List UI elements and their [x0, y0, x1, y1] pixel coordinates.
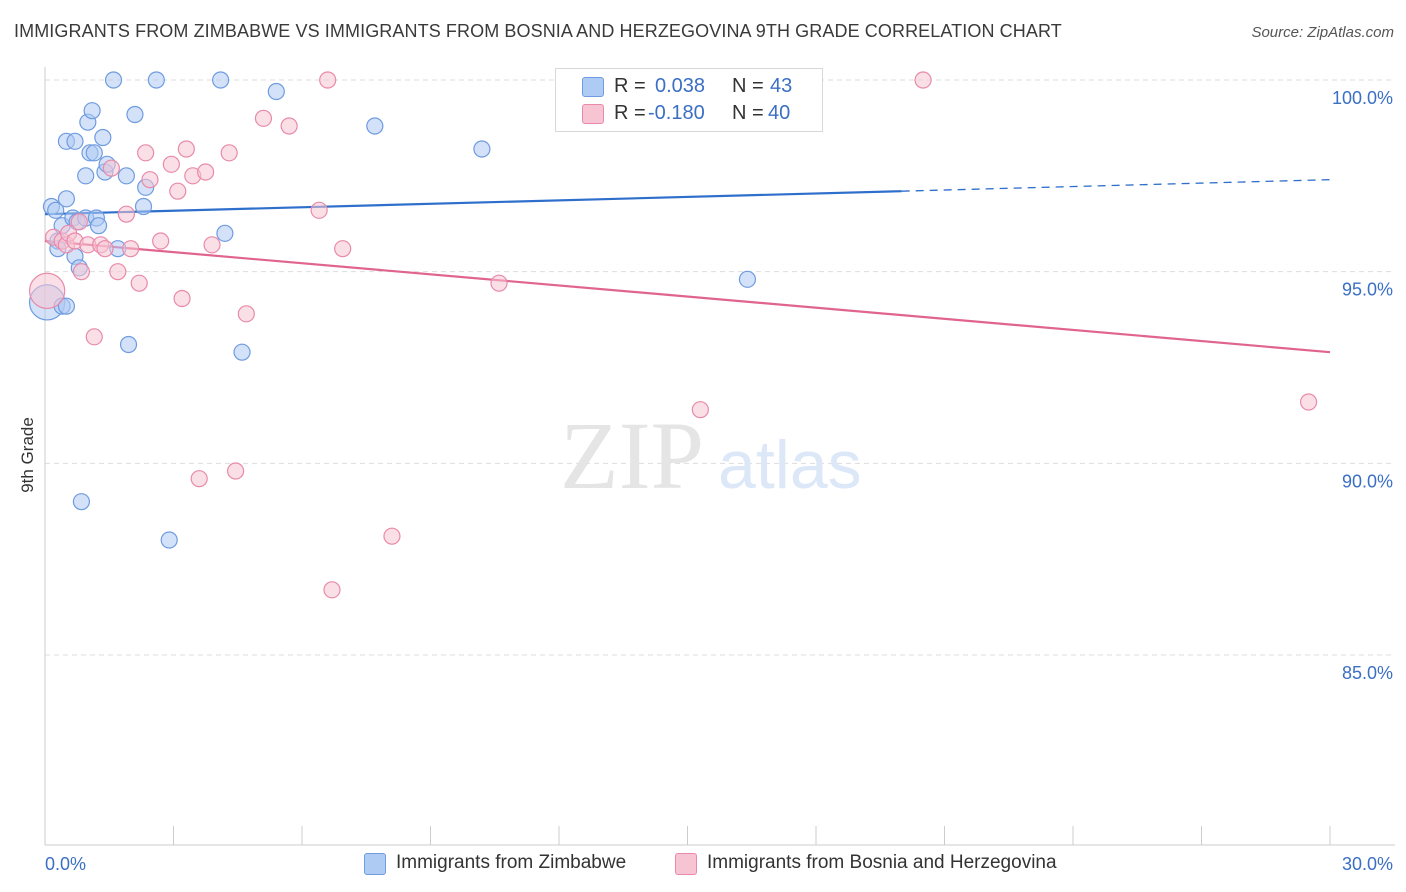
- legend-r-value-bosnia: -0.180: [648, 102, 705, 124]
- point-bosnia-18: [141, 171, 159, 189]
- point-bosnia-32: [280, 117, 298, 135]
- legend-n-value-zimbabwe: 43: [770, 75, 793, 97]
- x-tick-label-min: 0.0%: [45, 854, 86, 874]
- point-zimbabwe-31: [126, 105, 144, 124]
- legend-r-label: R =: [614, 102, 646, 124]
- bottom-legend-swatch-pink: [675, 853, 697, 875]
- trend-line-extension-zimbabwe: [901, 179, 1331, 192]
- point-bosnia-9: [85, 328, 103, 346]
- point-bosnia-14: [117, 205, 135, 223]
- bottom-legend-zimbabwe: Immigrants from Zimbabwe: [364, 851, 654, 877]
- watermark: ZIP atlas: [560, 402, 862, 509]
- x-tick-label-max: 30.0%: [1342, 854, 1393, 874]
- bottom-legend-label-zimbabwe: Immigrants from Zimbabwe: [396, 852, 627, 873]
- grid-lines: [45, 79, 1395, 656]
- trend-line-zimbabwe: [44, 190, 902, 216]
- data-points: [28, 71, 1318, 599]
- point-zimbabwe-24: [94, 128, 112, 147]
- y-tick-label-100: 100.0%: [1332, 88, 1393, 108]
- point-bosnia-35: [323, 581, 341, 599]
- point-bosnia-39: [691, 401, 709, 419]
- point-bosnia-20: [162, 155, 180, 173]
- point-zimbabwe-35: [160, 531, 178, 549]
- chart-title: IMMIGRANTS FROM ZIMBABWE VS IMMIGRANTS F…: [14, 21, 1062, 41]
- legend-n-label: N =: [732, 75, 764, 97]
- point-zimbabwe-38: [233, 343, 251, 361]
- point-zimbabwe-27: [104, 71, 123, 89]
- y-axis-label: 9th Grade: [18, 417, 37, 493]
- point-bosnia-27: [203, 236, 221, 254]
- trend-line-bosnia: [44, 239, 1331, 354]
- y-tick-label-90: 90.0%: [1342, 471, 1393, 491]
- y-tick-label-85: 85.0%: [1342, 663, 1393, 683]
- point-zimbabwe-34: [147, 71, 165, 89]
- point-bosnia-11: [96, 240, 114, 258]
- legend-r-value-zimbabwe: 0.038: [655, 75, 706, 97]
- trend-lines: [44, 179, 1331, 354]
- bottom-legend-swatch-blue: [364, 853, 386, 875]
- y-tick-label-95: 95.0%: [1342, 280, 1393, 300]
- point-zimbabwe-32: [134, 197, 153, 216]
- bottom-legend-label-bosnia: Immigrants from Bosnia and Herzegovina: [707, 852, 1057, 873]
- watermark-atlas: atlas: [718, 427, 862, 503]
- point-zimbabwe-8: [57, 190, 76, 208]
- point-bosnia-21: [169, 182, 187, 200]
- axes: [44, 67, 1395, 846]
- point-bosnia-40: [914, 71, 932, 89]
- point-zimbabwe-23: [89, 217, 108, 235]
- point-bosnia-41: [1299, 393, 1318, 411]
- point-bosnia-33: [310, 201, 328, 219]
- point-zimbabwe-30: [119, 335, 138, 354]
- point-bosnia-12: [102, 159, 120, 177]
- point-bosnia-13: [109, 263, 127, 281]
- point-zimbabwe-41: [473, 140, 491, 158]
- legend-swatch-blue: [582, 77, 604, 97]
- point-zimbabwe-21: [85, 144, 103, 162]
- point-bosnia-37: [383, 527, 401, 545]
- point-zimbabwe-42: [738, 270, 757, 288]
- point-bosnia-30: [237, 305, 255, 323]
- point-bosnia-7: [72, 263, 91, 281]
- point-zimbabwe-7: [57, 297, 76, 315]
- point-bosnia-36: [334, 240, 352, 258]
- point-bosnia-15: [122, 240, 140, 258]
- point-bosnia-0: [28, 272, 66, 310]
- point-bosnia-16: [130, 274, 148, 292]
- point-zimbabwe-37: [216, 224, 234, 242]
- stats-legend: R = 0.038 N = 43 R = -0.180 N = 40: [555, 68, 823, 132]
- point-zimbabwe-29: [117, 167, 135, 185]
- point-zimbabwe-15: [72, 493, 91, 511]
- point-bosnia-22: [173, 289, 191, 308]
- point-bosnia-23: [177, 140, 195, 158]
- point-zimbabwe-17: [77, 167, 95, 185]
- legend-n-value-bosnia: 40: [768, 102, 791, 124]
- point-zimbabwe-39: [267, 82, 285, 101]
- point-bosnia-29: [227, 462, 245, 480]
- legend-row-bosnia: R = -0.180 N = 40: [556, 101, 822, 127]
- tick-labels: 100.0% 95.0% 90.0% 85.0% 0.0% 30.0%: [45, 88, 1393, 874]
- legend-r-label: R =: [614, 75, 646, 97]
- point-bosnia-17: [137, 144, 155, 162]
- point-bosnia-6: [70, 213, 88, 231]
- point-bosnia-28: [220, 144, 238, 162]
- point-zimbabwe-2: [47, 201, 65, 219]
- point-zimbabwe-36: [212, 71, 230, 89]
- watermark-zip: ZIP: [560, 402, 704, 509]
- legend-swatch-pink: [582, 104, 604, 124]
- point-bosnia-19: [152, 232, 170, 250]
- point-bosnia-31: [254, 109, 273, 127]
- legend-n-label: N =: [732, 102, 764, 124]
- source-credit: Source: ZipAtlas.com: [1251, 24, 1394, 41]
- bottom-legend-bosnia: Immigrants from Bosnia and Herzegovina: [675, 851, 1095, 877]
- point-bosnia-34: [319, 71, 337, 89]
- point-zimbabwe-12: [66, 132, 84, 150]
- point-bosnia-25: [190, 470, 208, 488]
- point-zimbabwe-40: [366, 117, 384, 135]
- point-bosnia-26: [197, 163, 215, 181]
- legend-row-zimbabwe: R = 0.038 N = 43: [556, 74, 822, 100]
- point-zimbabwe-20: [83, 102, 101, 120]
- point-bosnia-38: [490, 274, 508, 292]
